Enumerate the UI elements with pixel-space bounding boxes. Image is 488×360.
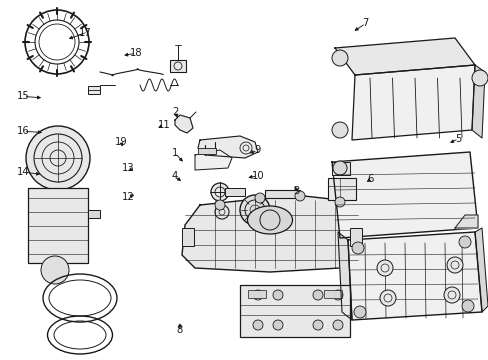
Circle shape	[446, 257, 462, 273]
Text: 10: 10	[251, 171, 264, 181]
Polygon shape	[351, 65, 474, 140]
Circle shape	[332, 320, 342, 330]
Circle shape	[26, 126, 90, 190]
Bar	[88, 210, 100, 218]
Bar	[349, 228, 361, 246]
Polygon shape	[454, 215, 477, 228]
Circle shape	[252, 320, 263, 330]
Bar	[324, 290, 341, 298]
Circle shape	[312, 320, 323, 330]
Text: 6: 6	[366, 174, 373, 184]
Polygon shape	[474, 228, 487, 312]
Text: 7: 7	[362, 18, 368, 28]
Text: 12: 12	[122, 192, 134, 202]
Text: 19: 19	[115, 137, 127, 147]
Bar	[327, 178, 355, 200]
Circle shape	[443, 287, 459, 303]
Bar	[88, 86, 100, 94]
Polygon shape	[331, 162, 349, 175]
Text: 18: 18	[129, 48, 142, 58]
Circle shape	[272, 290, 283, 300]
Circle shape	[461, 300, 473, 312]
Polygon shape	[195, 150, 231, 170]
Bar	[170, 60, 185, 72]
Text: 1: 1	[171, 148, 178, 158]
Polygon shape	[175, 115, 193, 133]
Polygon shape	[198, 136, 258, 158]
Text: 4: 4	[172, 171, 178, 181]
Text: 14: 14	[17, 167, 30, 177]
Circle shape	[252, 290, 263, 300]
Polygon shape	[182, 195, 359, 272]
Circle shape	[471, 70, 487, 86]
Ellipse shape	[247, 206, 292, 234]
Polygon shape	[337, 232, 351, 320]
Circle shape	[332, 161, 346, 175]
Text: 3: 3	[293, 186, 299, 196]
Bar	[224, 188, 244, 196]
Circle shape	[215, 200, 224, 210]
Polygon shape	[331, 152, 477, 238]
Circle shape	[376, 260, 392, 276]
Bar	[198, 148, 216, 154]
Text: 15: 15	[17, 91, 30, 102]
Circle shape	[215, 205, 228, 219]
Bar	[182, 228, 194, 246]
Circle shape	[379, 290, 395, 306]
Circle shape	[331, 50, 347, 66]
Bar	[240, 285, 349, 337]
Polygon shape	[334, 38, 474, 75]
Bar	[247, 290, 265, 298]
Circle shape	[334, 197, 345, 207]
Circle shape	[210, 183, 228, 201]
Circle shape	[353, 306, 365, 318]
Circle shape	[331, 122, 347, 138]
Text: 16: 16	[17, 126, 30, 136]
Circle shape	[240, 195, 269, 225]
Text: 9: 9	[254, 145, 261, 156]
Circle shape	[41, 256, 69, 284]
Polygon shape	[471, 65, 484, 138]
Text: 11: 11	[157, 120, 170, 130]
Bar	[28, 188, 88, 263]
Text: 5: 5	[454, 134, 461, 144]
Bar	[264, 190, 299, 198]
Polygon shape	[347, 232, 481, 320]
Circle shape	[458, 236, 470, 248]
Circle shape	[254, 193, 264, 203]
Circle shape	[294, 191, 305, 201]
Circle shape	[332, 290, 342, 300]
Text: 2: 2	[171, 107, 178, 117]
Circle shape	[351, 242, 363, 254]
Circle shape	[312, 290, 323, 300]
Text: 13: 13	[122, 163, 134, 174]
Text: 8: 8	[177, 325, 183, 336]
Circle shape	[272, 320, 283, 330]
Text: 17: 17	[79, 28, 92, 38]
